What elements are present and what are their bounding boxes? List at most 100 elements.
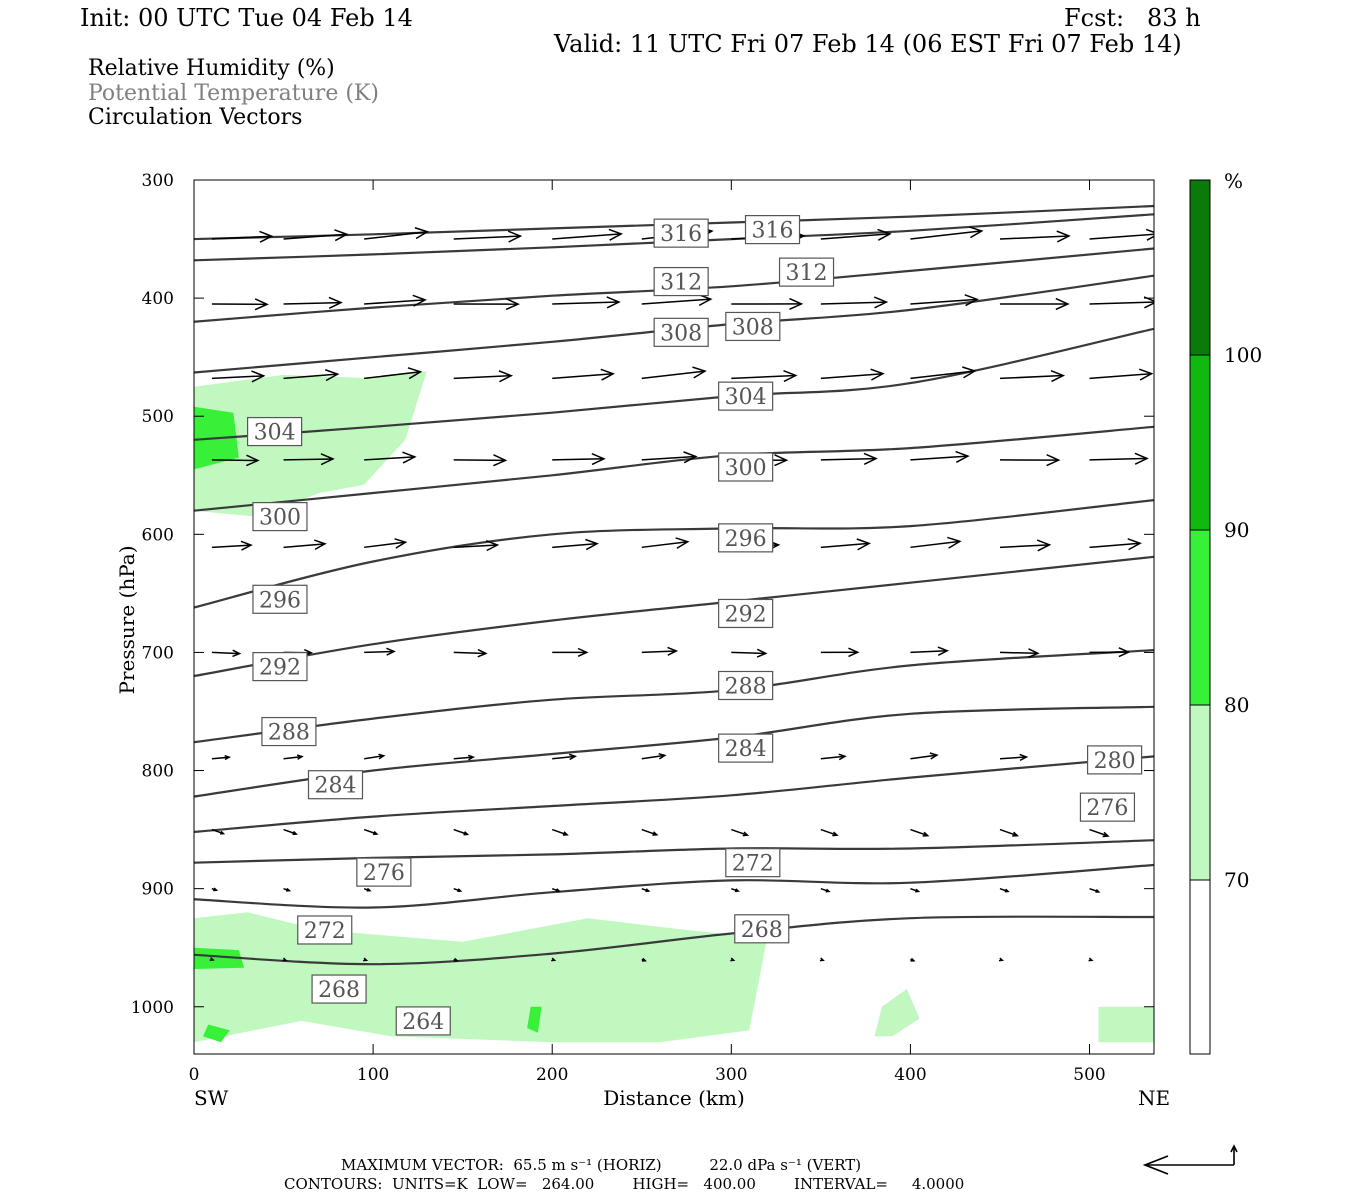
contour-label-text: 304 [254, 421, 296, 446]
vector-arrow [641, 293, 713, 307]
colorbar-segment-2 [1189, 529, 1211, 706]
contour-label-300-9: 300 [718, 452, 774, 482]
y-axis-label: Pressure (hPa) [115, 546, 139, 695]
vector-arrow [211, 754, 231, 761]
vector-arrow [453, 957, 459, 962]
colorbar-level: 100 [1224, 343, 1262, 367]
plot-frame [193, 179, 1155, 1055]
contour-label-276-19: 276 [356, 857, 412, 887]
vector-arrow [999, 230, 1071, 243]
vector-arrow [1089, 538, 1142, 551]
vector-arrow [211, 230, 274, 243]
vector-arrow [998, 957, 1004, 962]
y-tick-label: 700 [142, 643, 174, 663]
vector-arrow [731, 297, 804, 311]
vector-arrow [283, 887, 292, 892]
vector-arrow [641, 537, 690, 549]
max-vector-note: MAXIMUM VECTOR: 65.5 m s⁻¹ (HORIZ) 22.0 … [341, 1156, 862, 1174]
vector-arrow [551, 887, 561, 893]
contour-label-text: 284 [314, 774, 356, 799]
vector-arrow [999, 539, 1052, 552]
y-tick-label: 300 [142, 171, 174, 191]
vector-arrow [453, 828, 470, 836]
vector-arrow [910, 828, 930, 837]
colorbar-segment-0 [1189, 179, 1211, 356]
vector-arrow [283, 828, 298, 836]
theta-contour-268 [194, 863, 1154, 909]
contour-label-box [261, 716, 317, 747]
contour-label-box [395, 1006, 451, 1036]
contour-label-text: 284 [725, 737, 767, 762]
vector-arrow [1089, 828, 1110, 838]
vector-arrow [819, 957, 825, 962]
vector-arrow [1089, 887, 1101, 893]
theta-contour-284 [194, 649, 1154, 744]
theta-contour-288 [194, 555, 1154, 678]
vector-arrow [364, 451, 417, 464]
rh-region-4 [1098, 1006, 1154, 1043]
vector-arrow [211, 454, 260, 467]
vector-arrow [283, 296, 343, 309]
vector-arrow [551, 828, 569, 836]
y-tick-label: 500 [142, 407, 174, 427]
contour-label-296-11: 296 [718, 523, 774, 553]
vector-arrow [364, 294, 427, 307]
contour-label-272-22: 272 [725, 848, 781, 878]
vector-arrow [820, 368, 885, 381]
contour-label-box [734, 914, 790, 944]
y-tick-label: 400 [142, 289, 174, 309]
vector-arrow [363, 957, 369, 962]
y-tick-label: 800 [142, 762, 174, 782]
legend-vectors: Circulation Vectors [88, 105, 303, 130]
contour-label-box [718, 733, 774, 763]
contour-label-box [744, 215, 801, 245]
vector-arrow [552, 452, 606, 466]
vector-arrow [211, 370, 266, 383]
contour-label-284-17: 284 [718, 733, 774, 763]
rh-region-3 [874, 989, 920, 1037]
contour-label-text: 292 [725, 602, 767, 627]
vector-arrow [1089, 368, 1154, 381]
theta-contour-276 [194, 755, 1154, 834]
endpoint-right: NE [1138, 1086, 1170, 1110]
contour-label-288-14: 288 [261, 716, 317, 747]
contour-labels: 316 316 312 312 308 308 304 304 300 300 296 296 292 2… [246, 215, 1143, 1036]
contour-label-box [778, 257, 835, 287]
vector-arrow [1089, 228, 1154, 241]
vector-arrow [820, 753, 847, 761]
vector-arrow [552, 753, 578, 761]
contour-label-text: 296 [259, 588, 301, 613]
vector-arrow [999, 753, 1029, 762]
contour-label-box [252, 652, 308, 682]
contour-label-268-24: 268 [734, 914, 790, 944]
vector-arrow [364, 367, 423, 380]
vector-arrow [283, 453, 335, 466]
contour-label-288-15: 288 [718, 670, 774, 701]
legend-rh: Relative Humidity (%) [88, 56, 335, 81]
contour-label-268-23: 268 [311, 974, 367, 1004]
colorbar: % 70 80 90 100 [1189, 169, 1262, 1055]
contour-label-text: 316 [660, 222, 702, 247]
theta-contour-264 [194, 915, 1154, 966]
vector-arrow [910, 366, 977, 380]
contour-label-text: 288 [725, 675, 767, 700]
contour-label-text: 276 [363, 861, 405, 886]
contour-label-text: 268 [318, 978, 360, 1003]
contour-label-text: 288 [268, 721, 310, 746]
circulation-vectors [209, 226, 1154, 962]
vector-arrow [910, 646, 950, 656]
colorbar-segment-3 [1189, 704, 1211, 881]
vector-arrow [999, 369, 1066, 383]
reference-vector [1142, 1144, 1238, 1175]
contour-label-308-5: 308 [725, 311, 781, 342]
contour-label-box [653, 218, 709, 248]
legend-theta: Potential Temperature (K) [88, 81, 379, 106]
contour-label-text: 300 [259, 506, 301, 531]
vector-arrow [820, 887, 831, 893]
vector-arrow [641, 828, 659, 836]
vector-arrow [453, 539, 500, 552]
vector-arrow [910, 957, 916, 962]
contour-label-284-16: 284 [307, 770, 364, 800]
vector-arrow [453, 297, 520, 311]
vector-arrow [999, 828, 1019, 837]
